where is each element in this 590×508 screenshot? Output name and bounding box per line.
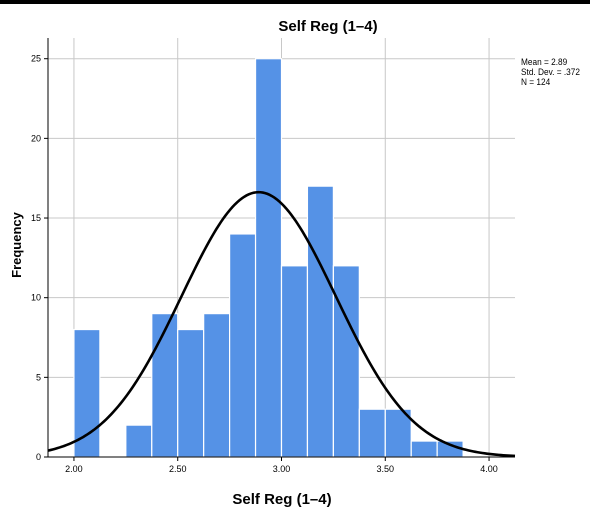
normal-curve [47, 190, 516, 458]
histogram-bar [254, 58, 283, 458]
statistics-box: Mean = 2.89 Std. Dev. = .372 N = 124 [521, 57, 580, 87]
histogram-bar [280, 265, 309, 458]
y-axis-label: Frequency [9, 211, 24, 278]
histogram-bar [203, 313, 231, 458]
chart-title: Self Reg (1–4) [278, 18, 377, 35]
histogram-bar [358, 408, 386, 458]
stat-std-dev: Std. Dev. = .372 [521, 67, 580, 77]
stat-n: N = 124 [521, 77, 551, 87]
histogram-bar [229, 233, 257, 458]
histogram-bar [125, 424, 153, 458]
histogram-bar [151, 313, 179, 458]
top-border-rule [0, 0, 590, 4]
x-tick-label: 4.00 [480, 464, 498, 474]
histogram-bar [410, 440, 438, 458]
histogram-bar [177, 328, 205, 458]
y-tick-label: 25 [31, 54, 41, 64]
histogram-bar [384, 408, 412, 458]
x-tick-label: 3.00 [273, 464, 291, 474]
y-tick-label: 5 [36, 372, 41, 382]
histogram-bar [306, 185, 334, 458]
y-tick-label: 20 [31, 133, 41, 143]
histogram-bar [332, 265, 360, 458]
y-tick-label: 15 [31, 213, 41, 223]
x-tick-label: 3.50 [377, 464, 395, 474]
x-tick-label: 2.50 [169, 464, 187, 474]
y-tick-label: 10 [31, 293, 41, 303]
x-tick-label: 2.00 [65, 464, 83, 474]
y-tick-label: 0 [36, 452, 41, 462]
x-axis-label: Self Reg (1–4) [232, 491, 331, 508]
histogram-bar [73, 328, 101, 458]
stat-mean: Mean = 2.89 [521, 57, 568, 67]
